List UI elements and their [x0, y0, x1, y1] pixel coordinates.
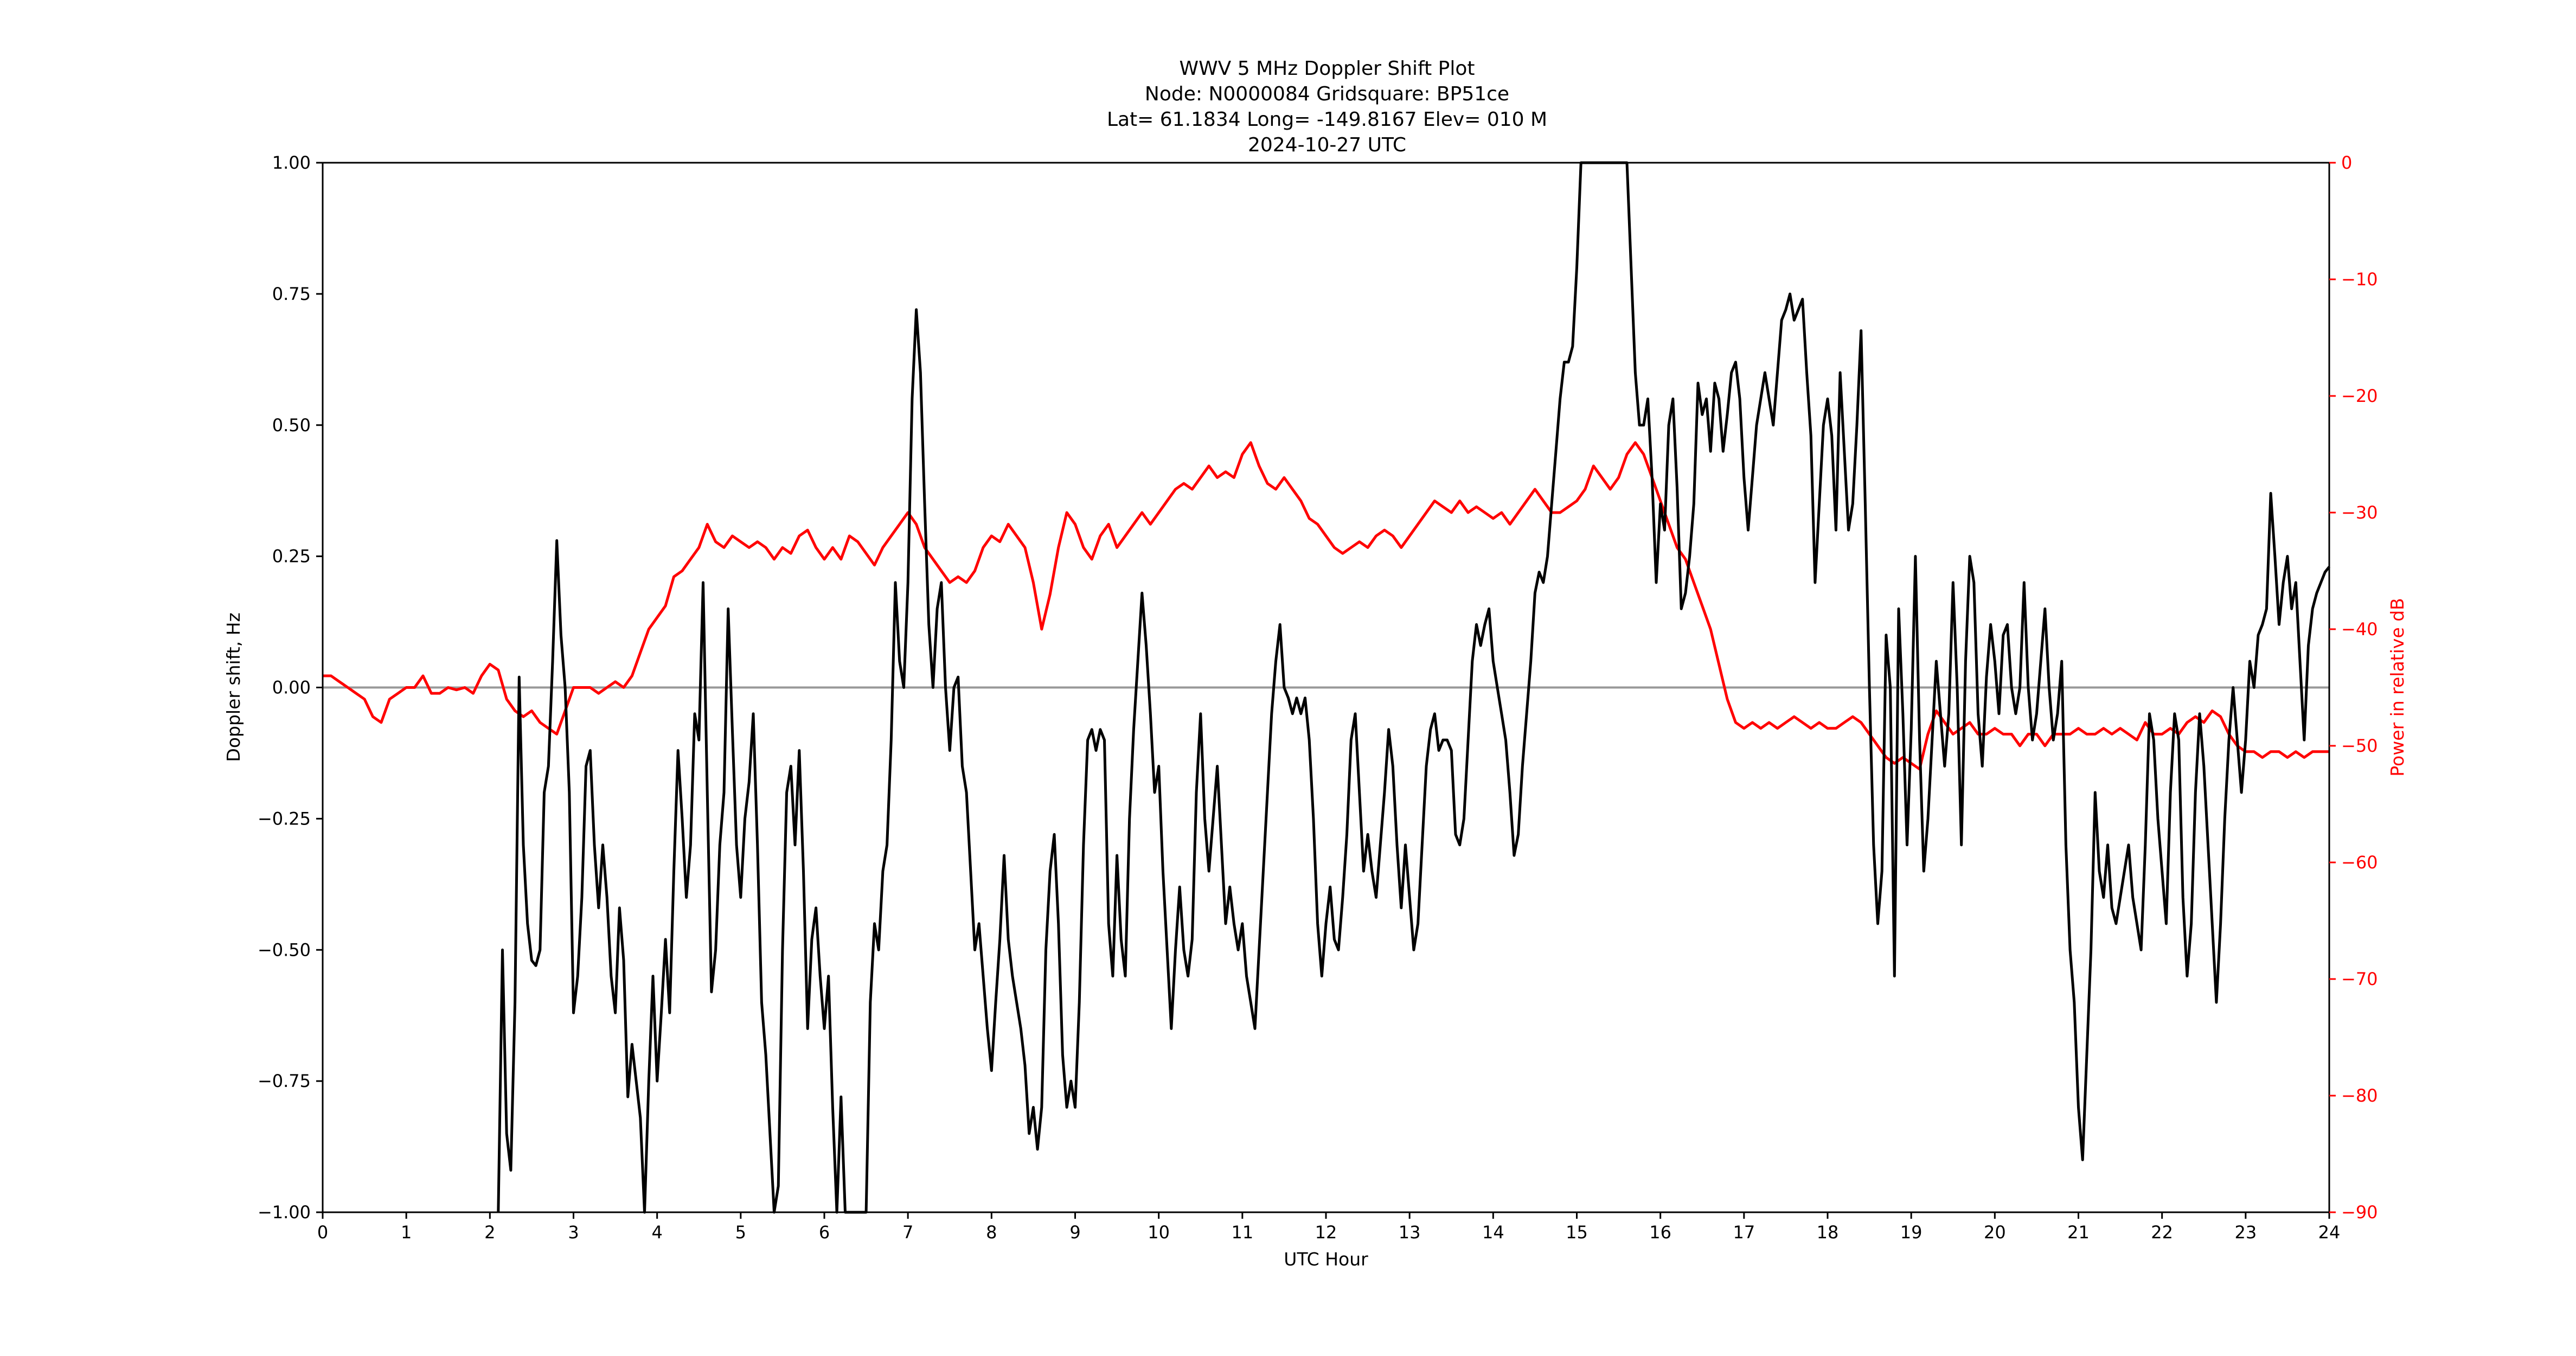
x-tick-label: 11 [1231, 1222, 1253, 1243]
y2-tick-label: −40 [2341, 619, 2378, 639]
y-tick-label: 1.00 [272, 152, 311, 173]
x-tick-label: 16 [1649, 1222, 1671, 1243]
x-tick-label: 7 [902, 1222, 913, 1243]
y2-tick-label: −50 [2341, 735, 2378, 756]
y2-tick-label: −70 [2341, 969, 2378, 989]
y2-tick-label: −30 [2341, 502, 2378, 523]
x-tick-label: 3 [568, 1222, 579, 1243]
x-tick-label: 22 [2151, 1222, 2173, 1243]
y-tick-label: 0.50 [272, 415, 311, 436]
x-tick-label: 15 [1566, 1222, 1588, 1243]
x-tick-label: 1 [401, 1222, 412, 1243]
y-tick-label: 0.00 [272, 677, 311, 698]
x-tick-label: 21 [2067, 1222, 2090, 1243]
x-tick-label: 0 [317, 1222, 328, 1243]
x-tick-label: 12 [1315, 1222, 1337, 1243]
x-tick-label: 17 [1733, 1222, 1755, 1243]
y-axis-left: −1.00 −0.75 −0.50 −0.25 0.00 0.25 0.50 0.75 1.00 [258, 152, 323, 1223]
x-tick-label: 6 [819, 1222, 830, 1243]
y-tick-label: 0.75 [272, 284, 311, 304]
y-tick-label: 0.25 [272, 546, 311, 567]
y-tick-label: −0.50 [258, 939, 311, 960]
x-tick-label: 8 [986, 1222, 997, 1243]
x-tick-label: 10 [1148, 1222, 1170, 1243]
x-tick-label: 18 [1817, 1222, 1839, 1243]
y-tick-label: −0.25 [258, 808, 311, 829]
x-tick-label: 20 [1984, 1222, 2006, 1243]
y-axis-right-label: Power in relative dB [2387, 598, 2408, 776]
x-tick-label: 19 [1900, 1222, 1923, 1243]
title-line-3: Lat= 61.1834 Long= -149.8167 Elev= 010 M [1107, 108, 1547, 131]
x-axis-label: UTC Hour [1284, 1249, 1368, 1270]
x-tick-label: 9 [1069, 1222, 1080, 1243]
power-series-line [323, 441, 2329, 771]
doppler-series-line [497, 161, 2330, 1214]
y2-tick-label: −60 [2341, 852, 2378, 873]
x-tick-label: 5 [735, 1222, 746, 1243]
title-line-1: WWV 5 MHz Doppler Shift Plot [1179, 57, 1475, 80]
y2-tick-label: −10 [2341, 269, 2378, 290]
title-line-4: 2024-10-27 UTC [1248, 134, 1406, 156]
title-line-2: Node: N0000084 Gridsquare: BP51ce [1145, 83, 1509, 105]
x-tick-label: 4 [651, 1222, 662, 1243]
chart-title: WWV 5 MHz Doppler Shift Plot Node: N0000… [1107, 57, 1547, 156]
y-axis-label: Doppler shift, Hz [223, 612, 244, 762]
y2-tick-label: −20 [2341, 386, 2378, 406]
x-tick-label: 24 [2318, 1222, 2341, 1243]
y-axis-right: −90 −80 −70 −60 −50 −40 −30 −20 −10 0 [2329, 152, 2378, 1223]
x-tick-label: 14 [1482, 1222, 1504, 1243]
y2-tick-label: −90 [2341, 1202, 2378, 1223]
x-axis: 0 1 2 3 4 5 6 7 8 9 10 11 12 13 14 15 16 17 18 19 20 21 22 23 24 [317, 1212, 2341, 1243]
y-tick-label: −1.00 [258, 1202, 311, 1223]
y-tick-label: −0.75 [258, 1071, 311, 1091]
x-tick-label: 13 [1399, 1222, 1421, 1243]
y2-tick-label: 0 [2341, 152, 2352, 173]
y2-tick-label: −80 [2341, 1085, 2378, 1106]
x-tick-label: 2 [484, 1222, 495, 1243]
x-tick-label: 23 [2234, 1222, 2257, 1243]
